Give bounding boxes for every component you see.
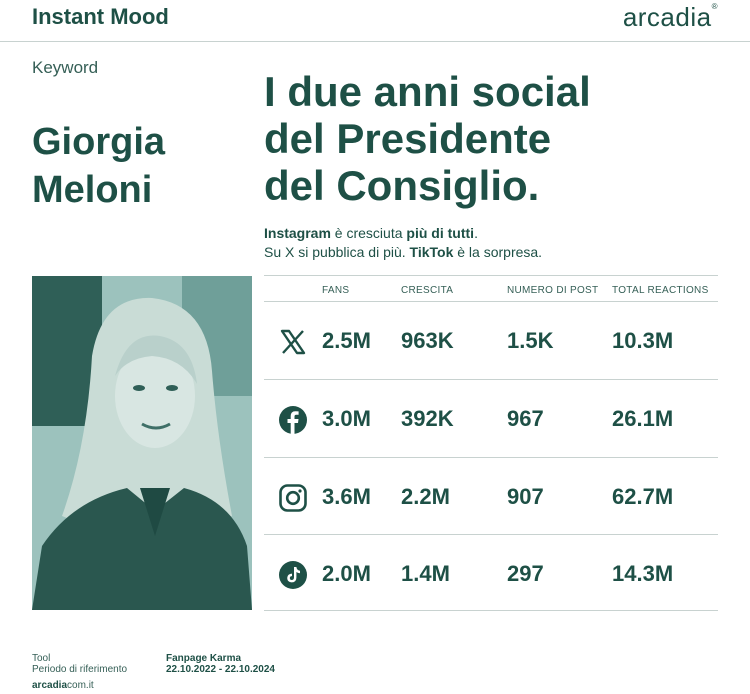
fans-value: 2.5M [322,328,371,353]
portrait-illustration [32,276,252,610]
footer-period-label: Periodo di riferimento [32,664,128,675]
post-value: 967 [507,406,544,431]
subtitle-tiktok: TikTok [409,244,454,260]
table-header-divider [264,301,718,302]
table-row-tiktok: 2.0M 1.4M 297 14.3M [264,535,718,612]
post-value: 297 [507,561,544,586]
reactions-value: 62.7M [612,484,674,509]
row-divider [264,379,718,380]
x-icon [280,329,306,355]
post-value: 1.5K [507,328,554,353]
table-top-divider [264,275,718,276]
person-name: Giorgia Meloni [32,118,252,214]
footer-tool-label: Tool [32,653,51,664]
table-row-facebook: 3.0M 392K 967 26.1M [264,380,718,457]
table-row-instagram: 3.6M 2.2M 907 62.7M [264,458,718,535]
fans-value: 3.0M [322,406,371,431]
subtitle-line-1: Instagram è cresciuta più di tutti. [264,225,478,241]
footer-site-brand: arcadia [32,680,68,691]
reactions-value: 26.1M [612,406,674,431]
crescita-value: 392K [401,406,454,431]
reactions-value: 10.3M [612,328,674,353]
subtitle-text-b: . [474,225,478,241]
brand-mark: ® [711,2,718,11]
headline: I due anni social del Presidente del Con… [264,68,734,209]
subtitle-line-2: Su X si pubblica di più. TikTok è la sor… [264,244,542,260]
header-title: Instant Mood [32,4,169,29]
crescita-value: 2.2M [401,484,450,509]
keyword-label: Keyword [32,58,99,77]
reactions-value: 14.3M [612,561,674,586]
fans-value: 2.0M [322,561,371,586]
subtitle-text-a: è cresciuta [330,225,407,241]
row-divider [264,457,718,458]
column-header-reactions: TOTAL REACTIONS [612,285,709,296]
brand-name: arcadia [622,2,712,32]
table-bottom-divider [264,610,718,611]
facebook-icon [279,406,307,434]
subtitle-text-c: Su X si pubblica di più. [264,244,410,260]
column-header-fans: FANS [322,285,350,296]
post-value: 907 [507,484,544,509]
person-name-last: Meloni [32,169,153,211]
subtitle-text-d: è la sorpresa. [453,244,543,260]
brand-logo: arcadia® [623,2,718,33]
headline-line-1: I due anni social [264,68,591,115]
fans-value: 3.6M [322,484,371,509]
row-divider [264,534,718,535]
header-divider [0,41,750,42]
footer-site-domain: com.it [67,680,94,691]
table-row-x: 2.5M 963K 1.5K 10.3M [264,302,718,379]
person-name-first: Giorgia [32,121,166,163]
footer-site-link[interactable]: arcadiacom.it [32,680,94,691]
portrait-photo [32,276,252,610]
subtitle-instagram: Instagram [264,225,331,241]
instagram-icon [279,484,307,512]
headline-line-3: del Consiglio. [264,162,540,209]
subtitle-emphasis: più di tutti [406,225,475,241]
crescita-value: 963K [401,328,454,353]
crescita-value: 1.4M [401,561,450,586]
headline-line-2: del Presidente [264,115,552,162]
footer-period-value: 22.10.2022 - 22.10.2024 [166,664,275,675]
tiktok-icon [279,561,307,589]
column-header-crescita: CRESCITA [401,285,454,296]
column-header-post: NUMERO DI POST [507,285,599,296]
footer-tool-value: Fanpage Karma [166,653,242,664]
